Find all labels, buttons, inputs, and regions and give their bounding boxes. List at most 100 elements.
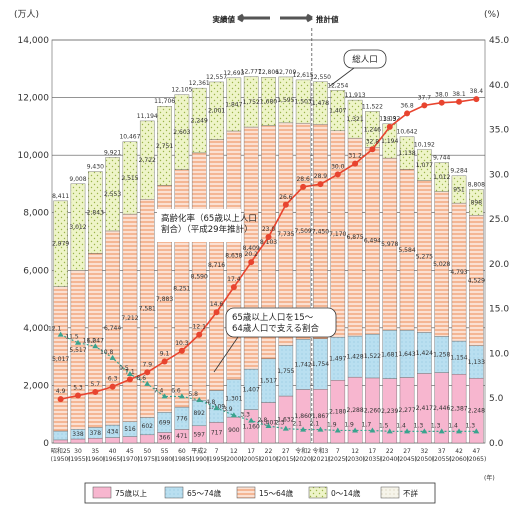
bar-75plus-label: 2,248 xyxy=(468,408,485,415)
aging-rate-point xyxy=(352,160,359,167)
support-annotation: 65歳以上人口を15～ 64歳人口で支える割合 xyxy=(232,312,320,334)
support-ratio-point xyxy=(178,393,185,399)
bar-65-74-label: 1,133 xyxy=(468,359,485,366)
aging-rate-point xyxy=(126,376,133,383)
bar-0-14 xyxy=(261,77,276,126)
aging-rate-annotation: 高齢化率（65歳以上人口 割合）（平成29年推計） xyxy=(161,213,260,235)
bar-0-14 xyxy=(399,136,415,170)
x-tick-year: (1970) xyxy=(120,456,140,463)
aging-rate-label: 23.0 xyxy=(262,226,276,233)
aging-rate-label: 35.3 xyxy=(383,116,397,123)
aging-rate-label: 36.8 xyxy=(400,102,414,109)
aging-rate-box xyxy=(157,209,241,242)
bar-75plus-label: 597 xyxy=(193,431,205,438)
y-left-tick-label: 0 xyxy=(43,439,49,449)
x-tick-era: 令和3 xyxy=(313,447,329,455)
aging-rate-label: 38.1 xyxy=(452,91,466,98)
x-tick-year: (2060) xyxy=(449,456,469,463)
legend-swatch xyxy=(380,486,400,499)
bar-75plus xyxy=(139,434,155,444)
total-label: 12,709 xyxy=(275,69,296,76)
total-pop-callout-box xyxy=(343,49,387,69)
total-label: 12,557 xyxy=(206,74,227,81)
bar-75plus-label: 900 xyxy=(228,427,240,434)
legend-swatch xyxy=(164,486,184,499)
total-pop-callout: 総人口 xyxy=(352,54,378,65)
bar-15-64-label: 6,047 xyxy=(87,337,104,344)
bar-65-74-label: 516 xyxy=(124,426,136,433)
y-left-tick-label: 2,000 xyxy=(23,381,49,391)
support-box xyxy=(225,307,337,338)
bar-75plus xyxy=(87,438,103,444)
y-left-tick-label: 14,000 xyxy=(18,36,50,46)
bar-65-74-label: 378 xyxy=(90,430,102,437)
x-tick-year: (2045) xyxy=(397,456,417,463)
y-right-tick-label: 35.0 xyxy=(489,126,509,136)
bar-65-74-label: 1,681 xyxy=(381,351,398,358)
y-right-tick-label: 0.0 xyxy=(489,439,504,449)
bar-65-74-label: 1,407 xyxy=(243,386,260,393)
support-ratio-label: 1.4 xyxy=(448,422,458,429)
support-ratio-label: 9.5 xyxy=(119,365,129,372)
bar-15-64-label: 8,590 xyxy=(191,274,208,281)
bar-15-64-label: 7,509 xyxy=(295,228,312,235)
bar-0-14-label: 2,751 xyxy=(156,143,173,150)
bar-0-14-label: 2,722 xyxy=(139,157,156,164)
bar-0-14-label: 2,001 xyxy=(208,108,225,115)
total-label: 11,092 xyxy=(379,116,400,123)
bar-0-14 xyxy=(174,94,190,170)
x-tick-year: (1960) xyxy=(85,456,105,463)
support-ratio-label: 1.9 xyxy=(344,421,354,428)
total-label: 11,194 xyxy=(137,113,158,120)
x-tick-era: 47 xyxy=(473,448,481,455)
aging-rate-point xyxy=(92,388,99,395)
total-label: 9,921 xyxy=(104,149,121,156)
x-tick-era: 17 xyxy=(247,448,255,455)
support-ratio-point xyxy=(248,417,255,423)
total-label: 11,522 xyxy=(362,103,383,110)
bar-75plus-label: 2,277 xyxy=(398,407,415,414)
bar-65-74 xyxy=(53,430,68,441)
bar-0-14 xyxy=(451,175,467,204)
bar-0-14-label: 1,246 xyxy=(364,126,381,133)
bar-15-64-label: 8,251 xyxy=(173,285,190,292)
bar-75plus-label: 2,288 xyxy=(347,407,364,414)
bar-15-64-label: 7,212 xyxy=(121,315,138,322)
support-ratio-label: 4.8 xyxy=(206,399,216,406)
y-left-unit: (万人) xyxy=(14,9,39,20)
bar-65-74-label: 1,497 xyxy=(329,356,346,363)
y-left-tick-label: 10,000 xyxy=(18,151,50,161)
aging-rate-label: 38.0 xyxy=(435,92,449,99)
support-ratio-point xyxy=(421,428,428,434)
total-label: 12,806 xyxy=(258,69,279,76)
support-ratio-point xyxy=(386,428,393,434)
x-tick-year: (2030) xyxy=(345,456,365,463)
aging-rate-point xyxy=(178,347,185,354)
bar-0-14-label: 2,515 xyxy=(121,175,138,182)
bar-75plus-label: 2,446 xyxy=(433,405,450,412)
support-ratio-point xyxy=(456,428,463,434)
bar-75plus-label: 2,260 xyxy=(364,407,381,414)
support-ratio-label: 1.4 xyxy=(396,422,406,429)
bar-0-14 xyxy=(139,120,155,200)
x-tick-era: 35 xyxy=(91,448,99,455)
bar-0-14 xyxy=(417,149,432,181)
x-tick-year: (1985) xyxy=(172,456,192,463)
bar-15-64-label: 7,735 xyxy=(277,231,294,238)
bar-0-14 xyxy=(295,79,311,124)
bar-0-14 xyxy=(469,189,484,216)
bar-0-14 xyxy=(122,141,138,215)
bar-75plus-label: 2,180 xyxy=(329,409,346,416)
support-ratio-point xyxy=(265,422,272,428)
x-tick-era: 27 xyxy=(403,448,411,455)
bar-65-74-label: 1,742 xyxy=(295,361,312,368)
bar-0-14-label: 2,979 xyxy=(52,241,69,248)
x-tick-era: 平成2 xyxy=(191,447,207,455)
x-tick-era: 12 xyxy=(230,448,238,455)
x-tick-year: (2015) xyxy=(276,456,296,463)
x-tick-year: (2035) xyxy=(362,456,382,463)
total-label: 12,254 xyxy=(327,82,348,89)
bar-0-14-label: 1,012 xyxy=(433,174,450,181)
aging-rate-label: 12.1 xyxy=(193,324,207,331)
